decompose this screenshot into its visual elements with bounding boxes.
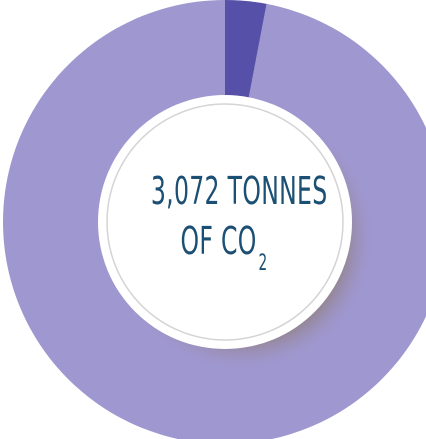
center-label-subscript: 2 xyxy=(258,251,268,276)
center-label: 3,072 TONNES OF CO2 xyxy=(106,172,342,275)
center-disc xyxy=(98,95,352,349)
center-inner-ring xyxy=(106,103,344,341)
center-label-line1: 3,072 TONNES xyxy=(150,169,328,213)
center-label-line2: OF CO2 xyxy=(151,222,297,275)
center-label-line2-text: OF CO xyxy=(180,219,257,263)
